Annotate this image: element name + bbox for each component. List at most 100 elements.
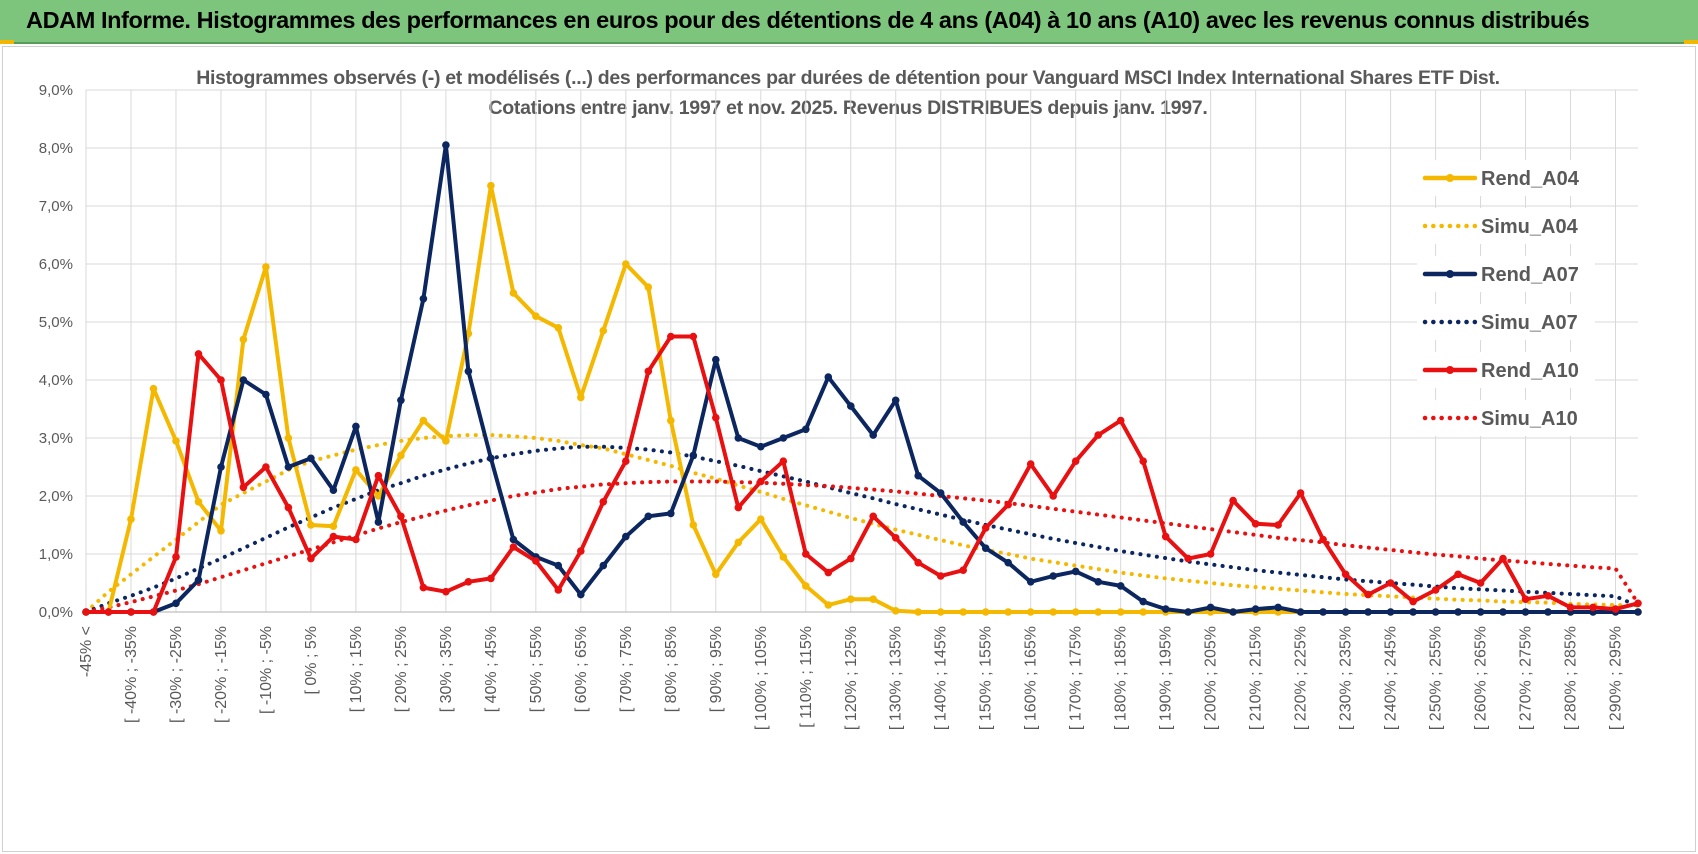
- x-tick-label: -45% <: [78, 626, 95, 677]
- data-point-rend_a07: [1026, 578, 1035, 586]
- data-point-rend_a04: [509, 289, 518, 297]
- series-line-rend_a10: [84, 334, 1640, 614]
- data-point-rend_a10: [577, 547, 585, 555]
- data-point-rend_a07: [1116, 582, 1125, 590]
- data-point-rend_a07: [442, 141, 450, 149]
- data-point-rend_a04: [577, 393, 585, 402]
- data-point-rend_a07: [509, 535, 518, 544]
- data-point-rend_a07: [1049, 572, 1057, 580]
- data-point-rend_a10: [1139, 457, 1147, 466]
- y-tick-label: 3,0%: [39, 430, 73, 447]
- data-point-rend_a07: [1251, 605, 1260, 613]
- data-point-rend_a04: [442, 437, 450, 445]
- data-point-rend_a07: [757, 442, 765, 451]
- data-point-rend_a07: [802, 425, 810, 434]
- data-point-rend_a07: [622, 532, 630, 541]
- data-point-rend_a04: [847, 595, 855, 603]
- data-point-rend_a04: [329, 522, 338, 530]
- data-point-rend_a10: [667, 332, 675, 341]
- data-point-rend_a10: [891, 534, 900, 542]
- x-tick-label: [ 160% ; 165%: [1023, 626, 1040, 730]
- x-tick-label: [ 140% ; 145%: [933, 626, 950, 730]
- data-point-rend_a07: [734, 434, 743, 442]
- data-point-rend_a07: [1229, 608, 1237, 616]
- data-point-rend_a10: [981, 524, 990, 532]
- data-point-rend_a07: [644, 512, 653, 521]
- data-point-rend_a07: [352, 422, 360, 431]
- data-point-rend_a07: [487, 454, 495, 463]
- data-point-rend_a04: [374, 492, 383, 500]
- y-tick-label: 4,0%: [39, 372, 73, 389]
- data-point-rend_a07: [1634, 608, 1642, 616]
- data-point-rend_a07: [194, 576, 203, 584]
- data-point-rend_a10: [1431, 586, 1440, 594]
- data-point-rend_a10: [509, 543, 518, 551]
- data-point-rend_a10: [172, 553, 180, 561]
- data-point-rend_a04: [307, 521, 315, 529]
- data-point-rend_a04: [689, 521, 698, 529]
- x-tick-label: [ 290% ; 295%: [1608, 626, 1625, 730]
- data-point-rend_a07: [1431, 608, 1440, 616]
- data-point-rend_a10: [1004, 500, 1012, 509]
- data-point-rend_a07: [284, 463, 293, 471]
- x-tick-label: [ -40% ; -35%: [123, 626, 140, 723]
- data-point-rend_a10: [1251, 520, 1260, 528]
- data-point-rend_a04: [622, 260, 630, 268]
- legend-marker: [1446, 270, 1454, 278]
- y-axis: 0,0% 1,0% 2,0% 3,0% 4,0% 5,0% 6,0% 7,0% 8,0% 9,0%: [39, 82, 73, 621]
- x-tick-label: [ 80% ; 85%: [663, 626, 680, 712]
- data-point-rend_a07: [419, 295, 428, 303]
- data-point-rend_a10: [1634, 599, 1642, 608]
- x-tick-label: [ -30% ; -25%: [168, 626, 185, 723]
- data-point-rend_a04: [757, 515, 765, 523]
- data-point-rend_a04: [667, 416, 675, 425]
- data-point-rend_a10: [104, 608, 113, 616]
- data-point-rend_a07: [1296, 608, 1305, 616]
- x-tick-label: [ 100% ; 105%: [753, 626, 770, 730]
- data-point-rend_a10: [1026, 460, 1035, 468]
- legend-bg: [1417, 304, 1595, 340]
- legend-marker: [1446, 366, 1454, 374]
- x-tick-label: [ 220% ; 225%: [1293, 626, 1310, 730]
- series-line-rend_a07: [84, 143, 1640, 614]
- data-point-rend_a04: [802, 582, 810, 590]
- data-point-rend_a10: [554, 586, 563, 594]
- y-tick-label: 7,0%: [39, 198, 73, 215]
- data-point-rend_a04: [981, 608, 990, 616]
- data-point-rend_a10: [1319, 535, 1327, 544]
- data-point-rend_a04: [1116, 608, 1125, 616]
- data-point-rend_a04: [554, 324, 563, 332]
- data-point-rend_a10: [1544, 592, 1552, 600]
- data-point-rend_a07: [1341, 608, 1350, 616]
- data-point-rend_a07: [914, 471, 922, 480]
- y-tick-label: 2,0%: [39, 488, 73, 505]
- data-point-rend_a04: [532, 312, 540, 321]
- x-tick-label: [ 280% ; 285%: [1563, 626, 1580, 730]
- data-point-rend_a04: [869, 595, 877, 603]
- data-point-rend_a10: [1296, 489, 1305, 497]
- data-point-rend_a10: [1454, 570, 1462, 579]
- data-point-rend_a10: [1274, 521, 1282, 529]
- data-point-rend_a10: [82, 608, 90, 616]
- header-banner: ADAM Informe. Histogrammes des performan…: [0, 0, 1698, 44]
- data-point-rend_a04: [779, 553, 788, 561]
- data-point-rend_a07: [307, 454, 315, 463]
- data-point-rend_a10: [712, 413, 720, 422]
- data-point-rend_a10: [1386, 579, 1395, 587]
- data-point-rend_a07: [577, 590, 585, 599]
- data-point-rend_a07: [397, 396, 405, 405]
- data-point-rend_a10: [779, 457, 788, 466]
- data-point-rend_a10: [1071, 457, 1080, 466]
- data-point-rend_a07: [1184, 608, 1192, 616]
- data-point-rend_a07: [239, 376, 248, 384]
- x-tick-label: [ 120% ; 125%: [843, 626, 860, 730]
- data-point-rend_a07: [554, 561, 563, 570]
- data-point-rend_a10: [464, 578, 473, 586]
- x-tick-label: [ 20% ; 25%: [393, 626, 410, 712]
- data-point-rend_a10: [1566, 603, 1575, 612]
- data-point-rend_a10: [194, 350, 203, 358]
- data-point-rend_a10: [1611, 605, 1620, 613]
- x-tick-label: [ 250% ; 255%: [1428, 626, 1445, 730]
- y-tick-label: 5,0%: [39, 314, 73, 331]
- legend-bg: [1417, 400, 1595, 436]
